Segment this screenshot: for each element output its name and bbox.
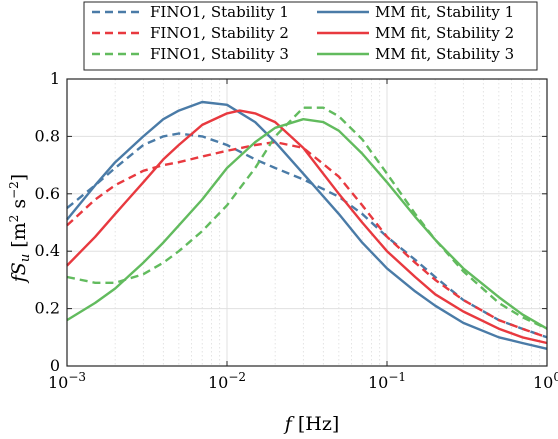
x-axis-label: f [Hz] — [283, 413, 340, 435]
series-lines — [66, 100, 548, 350]
y-tick-label: 0.2 — [35, 299, 60, 318]
series-line-2 — [66, 140, 548, 339]
y-tick-label: 0.4 — [35, 241, 60, 260]
grid — [66, 78, 548, 367]
series-line-1 — [66, 132, 548, 339]
legend-label-3: FINO1, Stability 3 — [150, 45, 289, 63]
legend-label-6: MM fit, Stability 3 — [375, 45, 514, 63]
x-tick-label: 10−3 — [48, 370, 86, 392]
y-tick-label: 0.8 — [35, 126, 60, 145]
series-line-4 — [66, 100, 548, 350]
legend-box — [83, 1, 538, 71]
x-tick-label: 100 — [533, 370, 558, 392]
legend-label-5: MM fit, Stability 2 — [375, 24, 514, 42]
y-tick-label: 1 — [50, 69, 60, 88]
y-tick-label: 0.6 — [35, 184, 60, 203]
x-tick-label: 10−1 — [368, 370, 406, 392]
plot-frame — [66, 78, 548, 367]
legend-label-4: MM fit, Stability 1 — [375, 3, 514, 21]
legend-label-2: FINO1, Stability 2 — [150, 24, 289, 42]
x-tick-label: 10−2 — [208, 370, 246, 392]
legend: FINO1, Stability 1 FINO1, Stability 2 FINO… — [83, 1, 538, 71]
y-axis-label: fSu [m2 s−2] — [7, 174, 33, 284]
series-line-5 — [66, 109, 548, 345]
y-tick-label: 0 — [50, 356, 60, 375]
ticks: 10−3 10−2 10−1 100 0 0.2 0.4 0.6 0.8 1 — [35, 69, 558, 392]
legend-label-1: FINO1, Stability 1 — [150, 3, 289, 21]
series-line-3 — [66, 106, 548, 330]
series-line-6 — [66, 117, 548, 330]
